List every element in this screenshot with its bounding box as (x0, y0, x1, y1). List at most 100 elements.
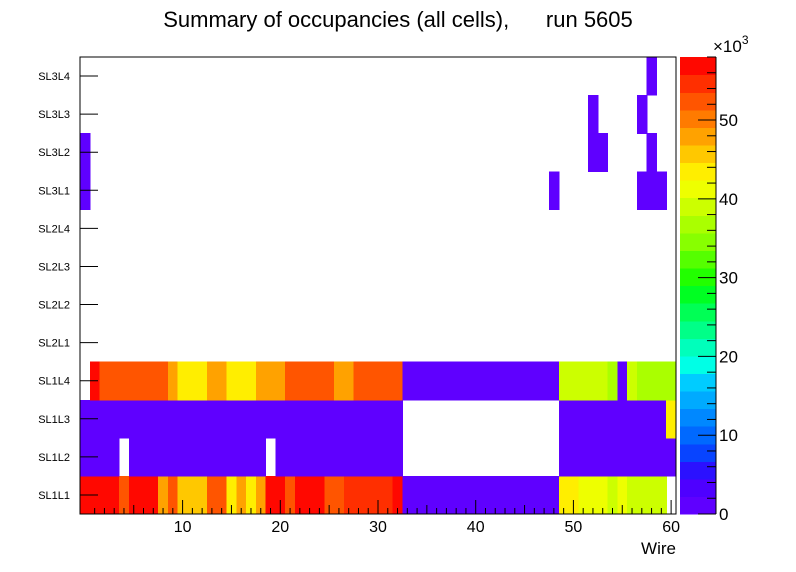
heatmap-cell (255, 361, 267, 401)
heatmap-cell (138, 361, 149, 401)
heatmap-cell (607, 437, 618, 477)
heatmap-cell (392, 399, 404, 439)
heatmap-cell (148, 437, 159, 477)
color-scale-band (680, 180, 716, 199)
color-scale-band (680, 74, 716, 93)
heatmap-cell (548, 361, 560, 401)
heatmap-cell (167, 399, 179, 439)
heatmap-cell (578, 437, 589, 477)
heatmap-cell (646, 437, 658, 477)
heatmap-cell (128, 437, 140, 477)
color-scale-band (680, 478, 716, 498)
heatmap-cell (666, 399, 677, 439)
heatmap-cell (666, 361, 677, 401)
color-scale-band (680, 92, 716, 111)
color-scale-tick-label: 20 (719, 347, 738, 366)
heatmap-cell (548, 171, 560, 210)
heatmap-cell (392, 437, 404, 477)
y-axis: SL1L1 SL1L2 SL1L3 SL1L4 SL2L1 SL2L2 SL2L3 SL2L4… (38, 71, 98, 502)
heatmap-cell (597, 475, 609, 515)
color-scale-band (680, 197, 716, 216)
heatmap-cell (636, 95, 648, 134)
heatmap-cell (588, 95, 599, 134)
heatmap-cell (109, 399, 120, 439)
heatmap-cell (236, 437, 247, 477)
heatmap-cell (128, 475, 140, 515)
heatmap-cell (539, 475, 550, 515)
heatmap-cell (314, 361, 325, 401)
heatmap-cell (187, 399, 198, 439)
heatmap-cell (128, 361, 140, 401)
color-scale-band (680, 285, 716, 304)
heatmap-cell (441, 475, 452, 515)
heatmap-cell (392, 475, 404, 515)
y-tick-label: SL2L1 (38, 338, 70, 350)
color-scale-band (680, 267, 716, 287)
y-tick-label: SL3L2 (38, 147, 70, 159)
heatmap-cell (568, 361, 579, 401)
heatmap-cell (607, 475, 618, 515)
heatmap-cell (177, 475, 189, 515)
heatmap-cell (285, 399, 296, 439)
color-scale-band (680, 496, 716, 515)
heatmap-cell (636, 437, 648, 477)
heatmap-cell (167, 437, 179, 477)
heatmap-cell (382, 399, 394, 439)
heatmap-cell (304, 437, 316, 477)
heatmap-cell (412, 361, 423, 401)
color-scale-band (680, 355, 716, 374)
heatmap-cell (558, 437, 570, 477)
heatmap-cell (373, 475, 384, 515)
y-tick-label: SL1L1 (38, 490, 70, 502)
heatmap-cell (246, 399, 257, 439)
heatmap-cell (207, 399, 218, 439)
heatmap-cell (636, 475, 648, 515)
color-scale-tick-label: 30 (719, 269, 738, 288)
heatmap-cell (265, 475, 277, 515)
heatmap-cell (627, 361, 638, 401)
heatmap-cell (294, 399, 306, 439)
heatmap-cell (275, 361, 286, 401)
y-tick-label: SL2L4 (38, 223, 70, 235)
heatmap-cell (509, 475, 521, 515)
heatmap-cell (490, 475, 501, 515)
heatmap-cell (578, 475, 589, 515)
x-axis: 10 20 30 40 50 60 (94, 500, 680, 536)
heatmap-cell (109, 475, 120, 515)
heatmap-cell (216, 475, 228, 515)
heatmap-cell (226, 361, 237, 401)
heatmap-cell (197, 475, 208, 515)
heatmap-cell (343, 437, 355, 477)
heatmap-cell (99, 399, 110, 439)
heatmap-cell (373, 361, 384, 401)
color-scale-band (680, 127, 716, 146)
heatmap-cell (470, 475, 482, 515)
heatmap-cell (158, 475, 169, 515)
heatmap-cell (500, 361, 511, 401)
heatmap-cell (627, 475, 638, 515)
heatmap-cell (568, 475, 579, 515)
heatmap-cell (314, 475, 325, 515)
heatmap-cell (490, 361, 501, 401)
heatmap-cell (627, 437, 638, 477)
heatmap-cell (558, 475, 570, 515)
heatmap-cell (177, 399, 189, 439)
heatmap-cell (265, 361, 277, 401)
heatmap-cell (402, 475, 413, 515)
heatmap-cell (226, 475, 237, 515)
color-scale-tick-label: 0 (719, 505, 728, 524)
heatmap-cell (246, 437, 257, 477)
heatmap-cell (216, 437, 228, 477)
heatmap-cell (314, 437, 325, 477)
heatmap-cell (646, 475, 658, 515)
y-tick-label: SL2L3 (38, 261, 70, 273)
heatmap-cell (363, 437, 374, 477)
heatmap-cell (597, 133, 609, 172)
heatmap-cell (588, 475, 599, 515)
heatmap-cell (588, 361, 599, 401)
heatmap-cell (324, 437, 335, 477)
y-tick-label: SL3L1 (38, 185, 70, 197)
heatmap-cell (519, 361, 531, 401)
color-scale-band (680, 303, 716, 322)
